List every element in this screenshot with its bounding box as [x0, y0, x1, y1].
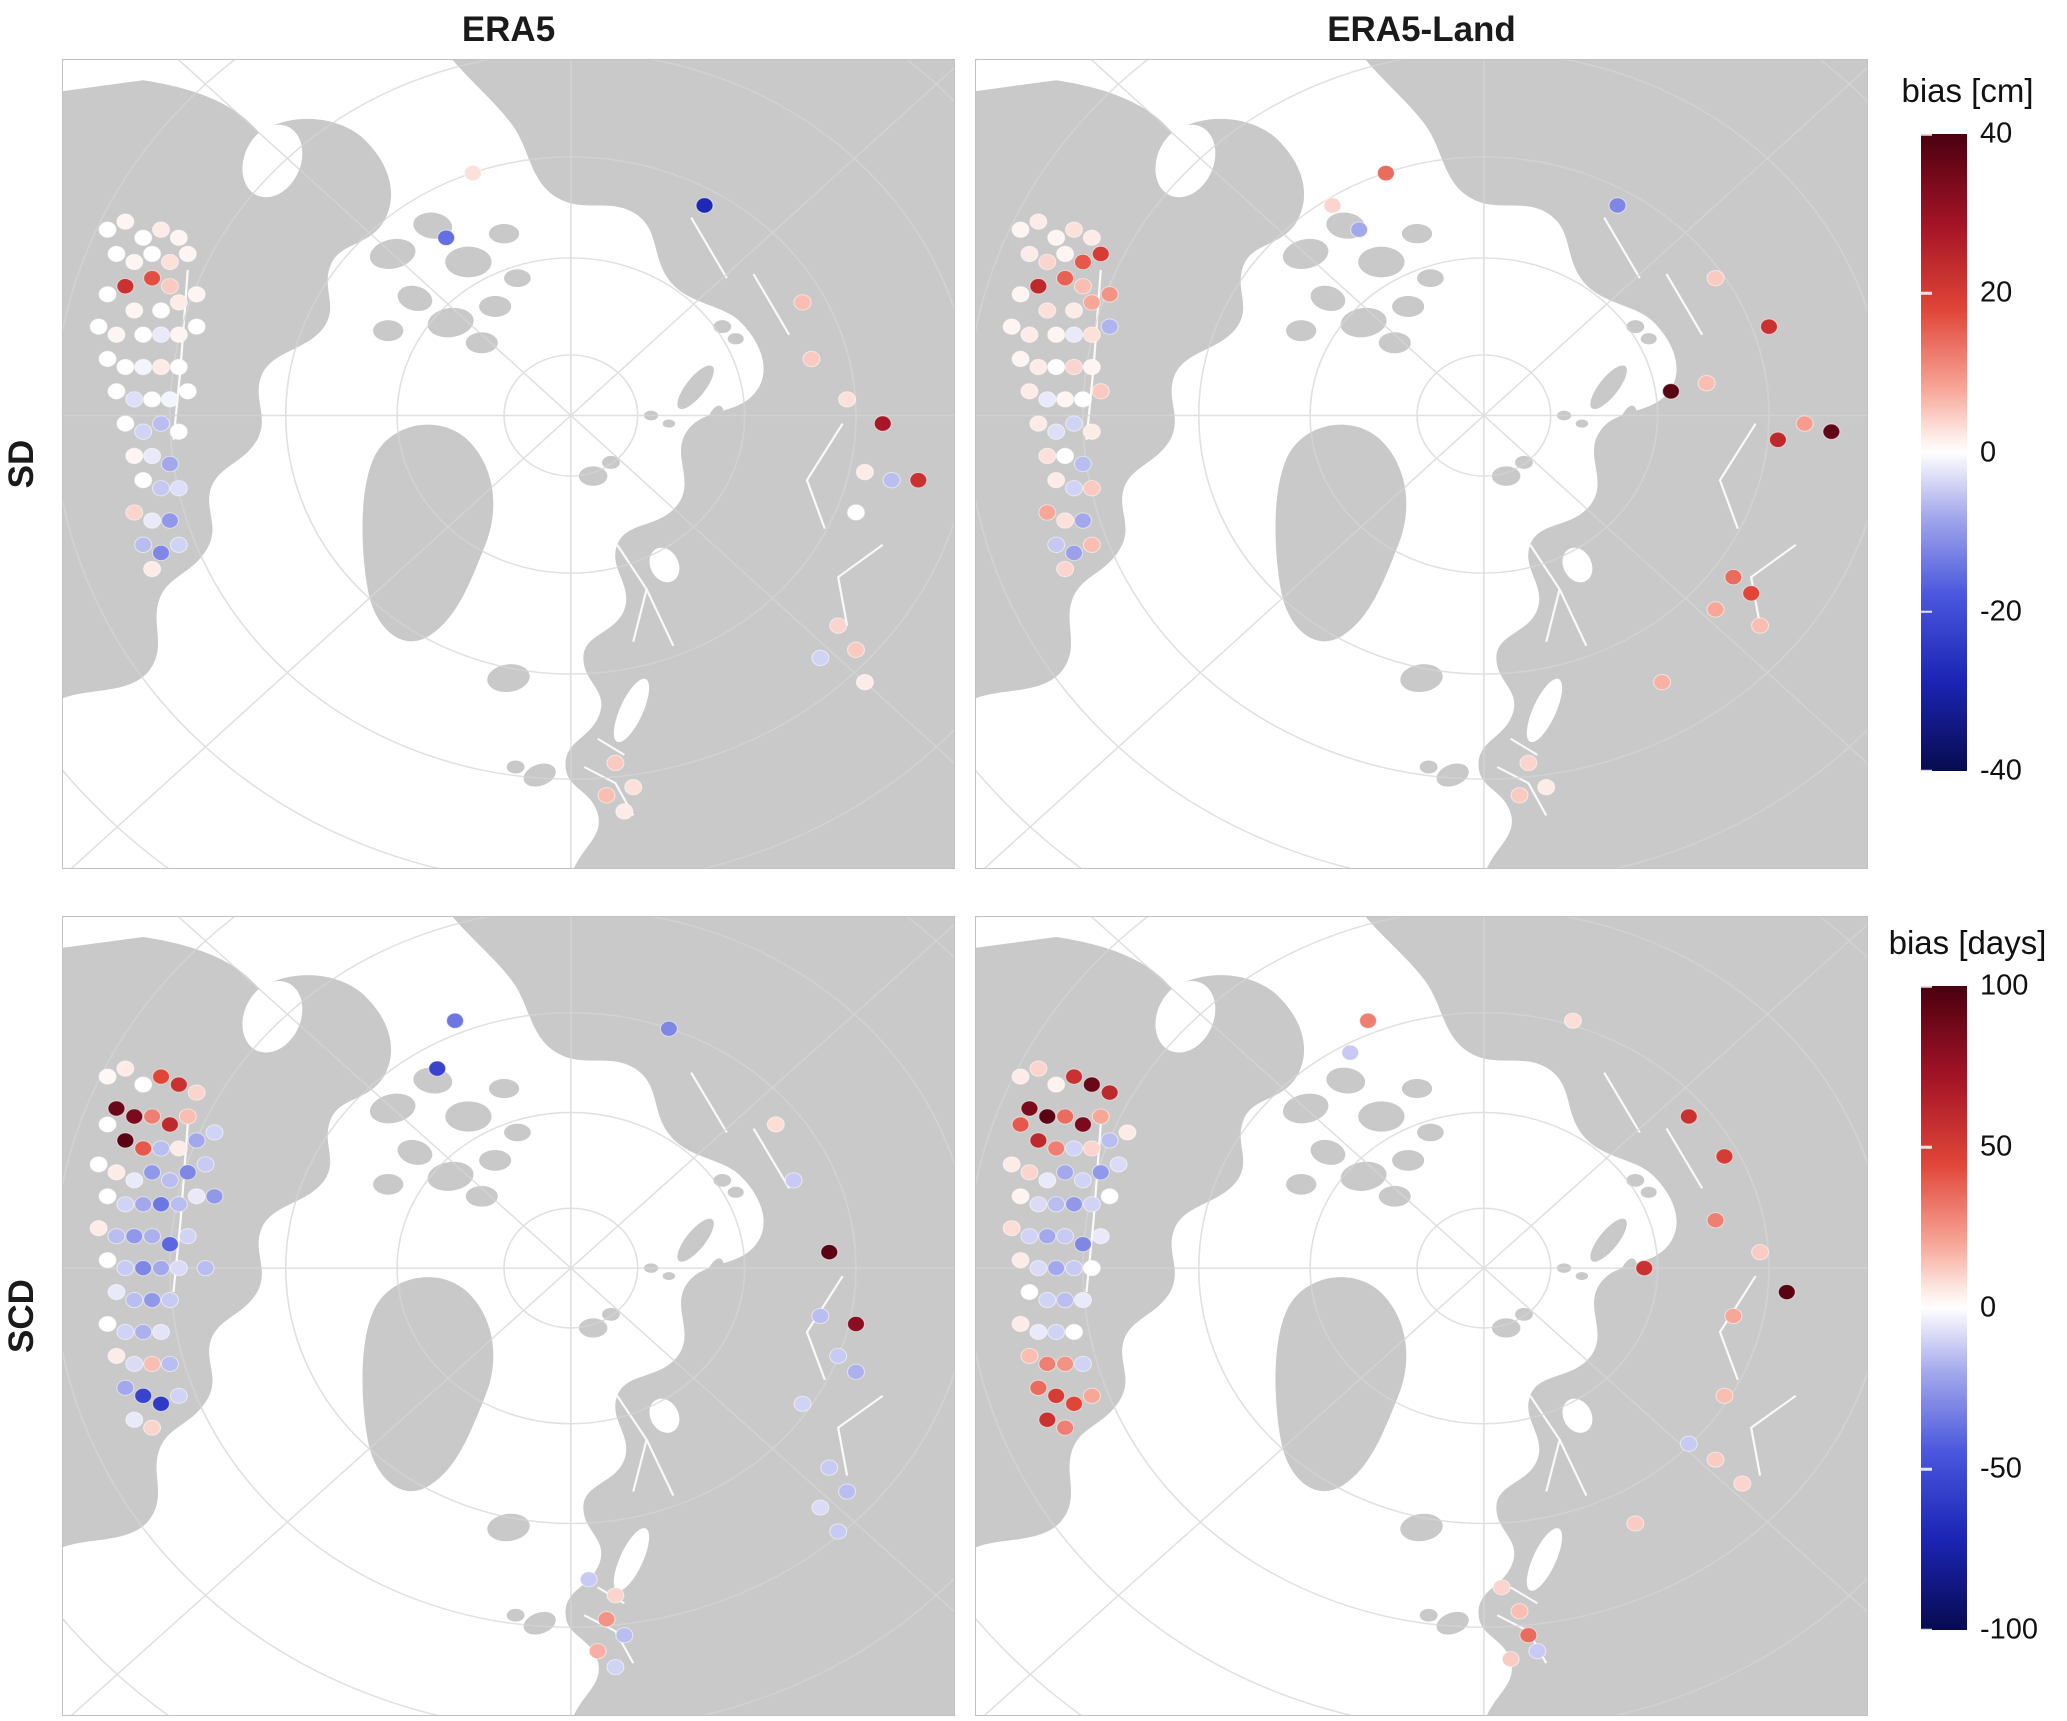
tick-label: 50 [1980, 1130, 2013, 1163]
tick-label: -100 [1980, 1613, 2039, 1646]
tick-label: 40 [1980, 117, 2013, 150]
tick-label: -40 [1980, 754, 2022, 787]
colorbar-days-labels: 100 50 0 -50 -100 [1980, 970, 2067, 1646]
tick-label: 20 [1980, 276, 2013, 309]
column-title-era5-land: ERA5-Land [1327, 10, 1516, 49]
station-points [89, 164, 928, 820]
colorbar-cm-labels: 40 20 0 -20 -40 [1980, 118, 2067, 787]
station-points [1002, 164, 1841, 804]
map-panel-sd-era5 [62, 59, 955, 869]
row-label-scd: SCD [2, 1279, 41, 1353]
tick-label: 0 [1980, 1291, 1997, 1324]
map-svg [976, 60, 1867, 868]
colorbar-cm-title: bias [cm] [1901, 72, 2034, 109]
station-points [1002, 1012, 1796, 1668]
map-panel-sd-era5-land [975, 59, 1868, 869]
tick-label: 100 [1980, 969, 2029, 1002]
map-svg [976, 917, 1867, 1715]
colorbar-days-tickmarks [1921, 984, 1933, 1632]
colorbar-cm-tickmarks [1921, 132, 1933, 773]
tick-label: 0 [1980, 436, 1997, 468]
station-points [89, 1012, 865, 1676]
map-svg [63, 60, 954, 868]
row-label-sd: SD [2, 439, 41, 489]
map-panel-scd-era5 [62, 916, 955, 1716]
tick-label: -50 [1980, 1452, 2022, 1485]
colorbar-days-title: bias [days] [1888, 924, 2047, 961]
tick-label: -20 [1980, 595, 2022, 628]
map-panel-scd-era5-land [975, 916, 1868, 1716]
column-title-era5: ERA5 [461, 10, 556, 49]
map-svg [63, 917, 954, 1715]
